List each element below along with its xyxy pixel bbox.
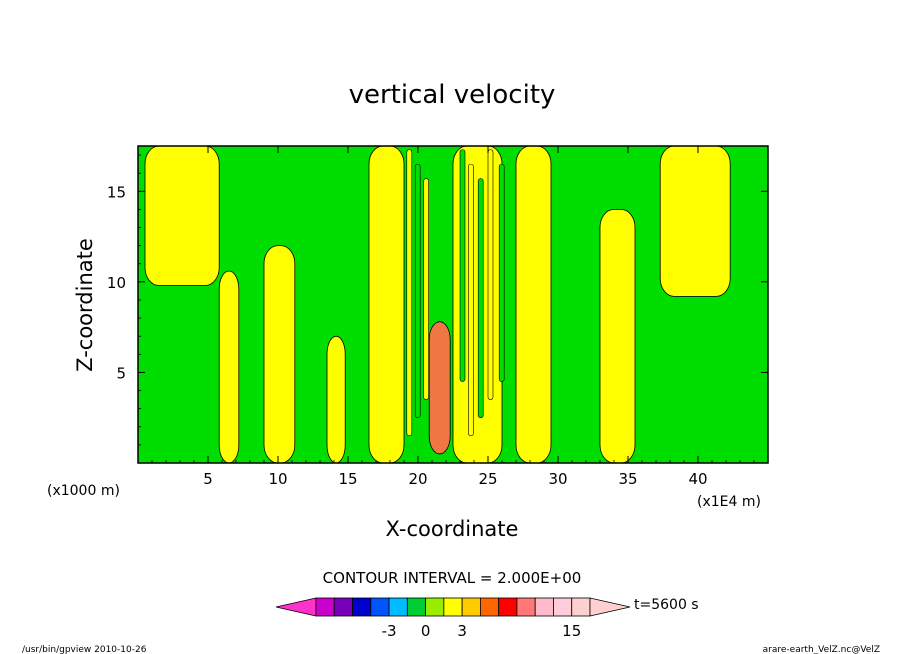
colorbar-tick-label: 3 — [457, 622, 467, 640]
x-tick-label: 10 — [268, 470, 287, 488]
streak-5 — [477, 178, 484, 419]
x-tick-label: 30 — [548, 470, 567, 488]
colorbar-cell — [461, 597, 481, 617]
streak-2 — [423, 178, 429, 400]
x-tick-label: 5 — [203, 470, 213, 488]
streak-0 — [406, 149, 413, 437]
contour-region-9 — [659, 145, 731, 297]
x-unit-left: (x1000 m) — [47, 483, 120, 499]
colorbar-cell — [370, 597, 390, 617]
streak-4 — [468, 163, 474, 437]
x-tick-label: 40 — [688, 470, 707, 488]
time-label: t=5600 s — [634, 597, 699, 613]
x-unit-right: (x1E4 m) — [697, 494, 761, 510]
contour-interval-text: CONTOUR INTERVAL = 2.000E+00 — [323, 569, 582, 587]
x-tick-label: 20 — [408, 470, 427, 488]
contour-region-4 — [368, 145, 405, 464]
x-tick-label: 25 — [478, 470, 497, 488]
y-tick-label: 10 — [107, 274, 126, 292]
colorbar-cell — [315, 597, 335, 617]
center-streaks — [406, 149, 505, 437]
contour-region-3 — [326, 335, 346, 464]
colorbar: -3 0 3 15 — [275, 597, 631, 640]
colorbar-cell — [553, 597, 573, 617]
colorbar-tick-label: 15 — [562, 622, 581, 640]
x-axis-label: X-coordinate — [386, 517, 519, 541]
y-axis-ticks: 5 10 15 — [107, 154, 768, 446]
colorbar-tick-label: 0 — [421, 622, 431, 640]
contour-region-8 — [599, 208, 636, 464]
colorbar-cell — [425, 597, 445, 617]
colorbar-left-arrow — [275, 597, 317, 617]
plot-area: 5 10 15 20 25 30 35 40 5 10 15 — [107, 145, 769, 488]
colorbar-cell — [352, 597, 372, 617]
colorbar-right-arrow — [589, 597, 631, 617]
colorbar-cell — [571, 597, 591, 617]
contour-region-0 — [144, 145, 220, 286]
contour-region-2 — [263, 245, 296, 464]
x-axis-ticks: 5 10 15 20 25 30 35 40 — [151, 146, 755, 488]
contour-region-1 — [218, 270, 240, 464]
contour-region-7 — [515, 145, 552, 464]
streak-1 — [414, 163, 421, 419]
colorbar-cell — [406, 597, 427, 617]
x-tick-label: 35 — [618, 470, 637, 488]
colorbar-cell — [388, 597, 408, 617]
colorbar-cell — [443, 597, 463, 617]
chart-title: vertical velocity — [349, 80, 556, 110]
footer-left: /usr/bin/gpview 2010-10-26 — [22, 645, 147, 654]
streak-6 — [487, 149, 494, 400]
y-axis-label: Z-coordinate — [73, 238, 97, 372]
plot-frame — [137, 145, 769, 464]
y-tick-label: 5 — [116, 364, 126, 382]
footer-right: arare-earth_VelZ.nc@VelZ — [763, 645, 880, 654]
colorbar-cell — [516, 597, 536, 617]
colorbar-cell — [333, 597, 353, 617]
streak-3 — [459, 149, 466, 382]
colorbar-tick-label: -3 — [382, 622, 397, 640]
y-tick-label: 15 — [107, 183, 126, 201]
streak-7 — [498, 163, 505, 382]
contour-region-5 — [428, 321, 451, 455]
colorbar-cell — [498, 597, 518, 617]
colorbar-cell — [534, 597, 554, 617]
x-tick-label: 15 — [338, 470, 357, 488]
colorbar-cell — [479, 597, 500, 617]
